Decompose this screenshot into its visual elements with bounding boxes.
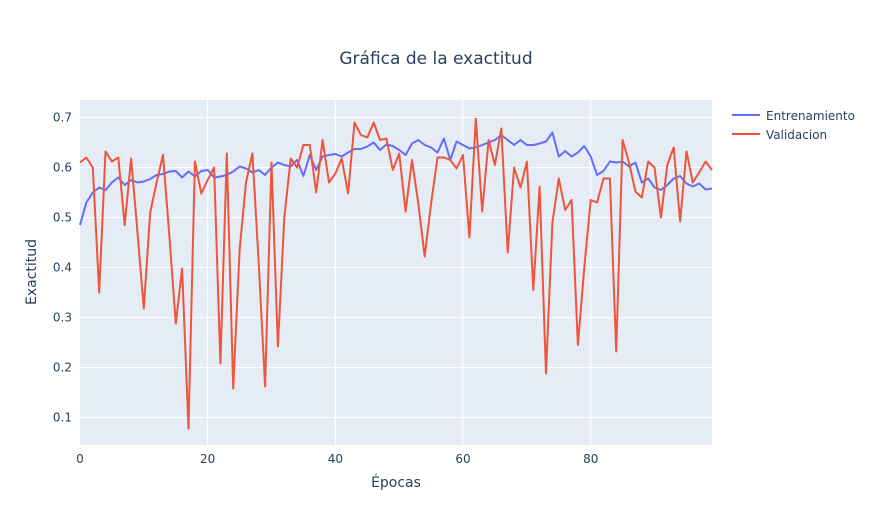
x-axis-title: Épocas <box>371 474 421 491</box>
x-tick-labels: 0 20 40 60 80 <box>76 452 598 466</box>
y-tick-label: 0.7 <box>53 111 72 125</box>
y-tick-label: 0.4 <box>53 261 72 275</box>
y-tick-label: 0.3 <box>53 311 72 325</box>
plot-area <box>80 100 712 445</box>
series-line-entrenamiento[interactable] <box>79 131 713 226</box>
y-tick-label: 0.1 <box>53 411 72 425</box>
legend[interactable]: Entrenamiento Validacion <box>732 109 855 142</box>
x-tick-label: 60 <box>455 452 470 466</box>
y-tick-labels: 0.1 0.2 0.3 0.4 0.5 0.6 0.7 <box>53 111 72 425</box>
y-tick-label: 0.5 <box>53 211 72 225</box>
x-tick-label: 20 <box>200 452 215 466</box>
y-tick-label: 0.6 <box>53 161 72 175</box>
y-axis-title: Exactitud <box>24 239 40 305</box>
series-line-validacion[interactable] <box>79 117 713 430</box>
chart-title: Gráfica de la exactitud <box>339 49 532 69</box>
legend-item-validacion[interactable]: Validacion <box>732 128 827 142</box>
x-tick-label: 80 <box>583 452 598 466</box>
legend-item-entrenamiento[interactable]: Entrenamiento <box>732 109 855 123</box>
x-tick-label: 40 <box>328 452 343 466</box>
series-lines <box>79 117 713 430</box>
x-tick-label: 0 <box>76 452 84 466</box>
legend-label-entrenamiento: Entrenamiento <box>766 109 855 123</box>
y-tick-label: 0.2 <box>53 361 72 375</box>
legend-label-validacion: Validacion <box>766 128 827 142</box>
